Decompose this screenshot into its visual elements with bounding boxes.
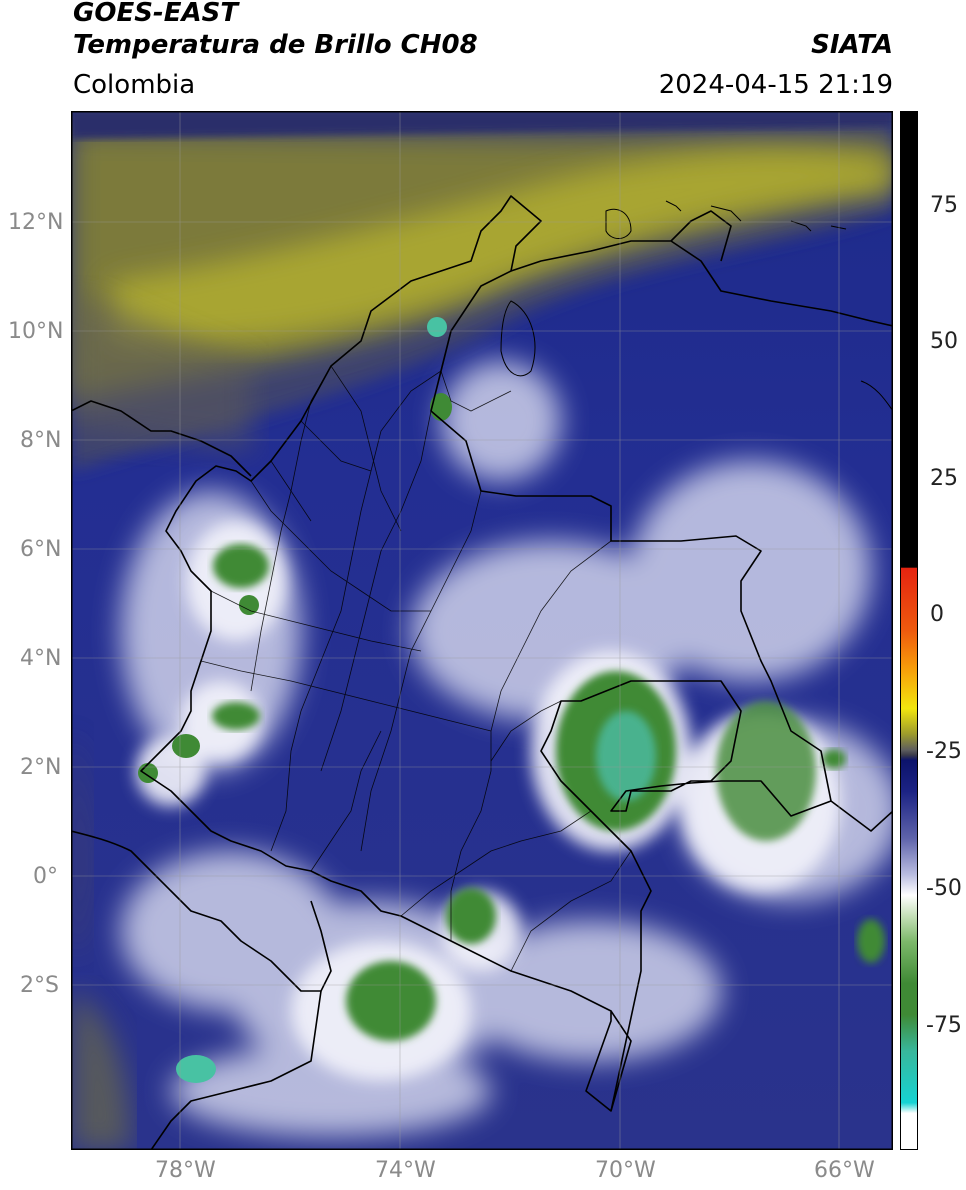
- lat-label-4n: 4°N: [20, 646, 62, 671]
- dry-air-band: [71, 111, 893, 1150]
- colorbar-tick-minus25: -25: [926, 739, 962, 764]
- lon-label-74w: 74°W: [375, 1158, 436, 1183]
- colorbar-tick-50: 50: [930, 329, 958, 354]
- lat-label-2n: 2°N: [20, 755, 62, 780]
- lat-label-12n: 12°N: [8, 210, 64, 235]
- datetime-label: 2024-04-15 21:19: [658, 70, 893, 100]
- lon-label-66w: 66°W: [814, 1158, 875, 1183]
- lat-label-2s: 2°S: [20, 973, 59, 998]
- lon-label-78w: 78°W: [155, 1158, 216, 1183]
- lat-label-6n: 6°N: [20, 537, 62, 562]
- lat-label-8n: 8°N: [20, 428, 62, 453]
- colorbar: [900, 111, 918, 1150]
- department-borders: [200, 310, 632, 972]
- colorbar-tick-minus75: -75: [926, 1013, 962, 1038]
- colorbar-tick-0: 0: [930, 602, 944, 627]
- organization-label: SIATA: [811, 30, 893, 60]
- colorbar-tick-minus50: -50: [926, 876, 962, 901]
- satellite-title: GOES-EAST: [73, 0, 239, 28]
- colorbar-tick-25: 25: [930, 466, 958, 491]
- map-frame: [71, 111, 893, 1150]
- lat-label-0: 0°: [33, 864, 58, 889]
- product-title: Temperatura de Brillo CH08: [73, 30, 478, 60]
- colorbar-tick-75: 75: [930, 193, 958, 218]
- lon-label-70w: 70°W: [595, 1158, 656, 1183]
- lat-label-10n: 10°N: [8, 319, 64, 344]
- colorbar-scale: [900, 111, 918, 1150]
- region-label: Colombia: [73, 70, 196, 100]
- coastline-islands: [500, 200, 893, 412]
- graticule: [71, 111, 893, 1150]
- satellite-map[interactable]: [71, 111, 893, 1150]
